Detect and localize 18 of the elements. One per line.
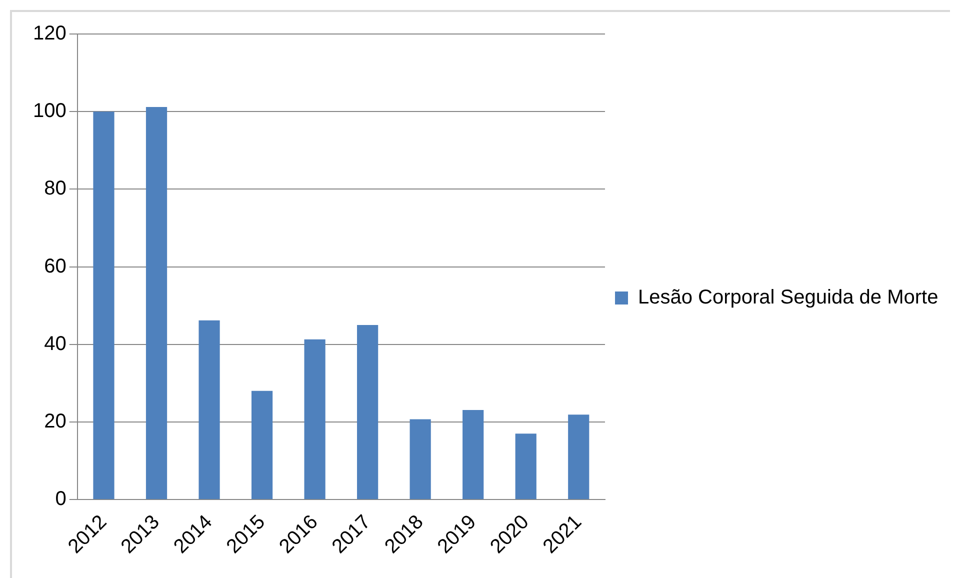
y-tick-label: 80: [44, 178, 66, 200]
bar: [515, 434, 536, 500]
y-tick-label: 40: [44, 332, 66, 355]
bar: [357, 324, 378, 500]
bar: [304, 339, 326, 500]
bar: [146, 106, 168, 500]
y-tick-label: 120: [32, 22, 66, 45]
bar: [251, 390, 273, 500]
bar: [410, 419, 431, 500]
y-tick-label: 60: [44, 255, 66, 278]
y-tick-label: 20: [44, 410, 66, 432]
bar: [568, 414, 590, 500]
y-tick-label: 0: [55, 488, 66, 510]
y-tick-label: 100: [32, 100, 66, 122]
bar: [93, 112, 114, 500]
legend-label: Lesão Corporal Seguida de Morte: [638, 286, 938, 309]
bar: [198, 320, 220, 500]
bar: [462, 410, 484, 500]
